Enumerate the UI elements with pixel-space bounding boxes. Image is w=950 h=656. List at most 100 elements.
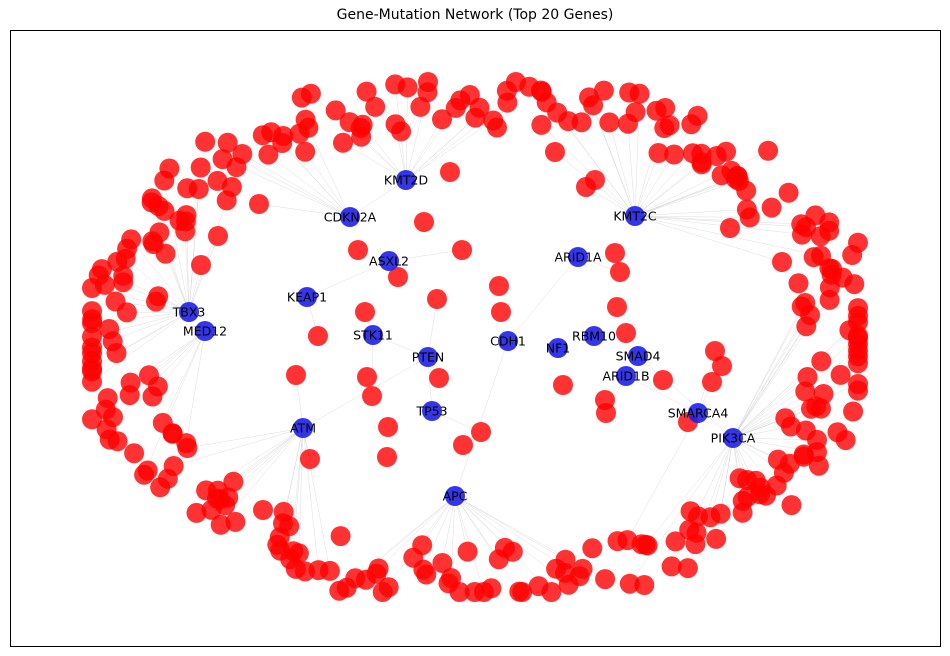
mutation-node [308, 326, 328, 346]
mutation-node [791, 214, 812, 235]
mutation-node [661, 556, 682, 577]
mutation-node [665, 531, 686, 552]
mutation-node [487, 117, 507, 138]
network-edge [634, 215, 750, 218]
mutation-node [339, 112, 360, 133]
mutation-node [819, 289, 840, 310]
mutation-node [403, 547, 424, 568]
mutation-node [843, 401, 864, 422]
mutation-node [269, 527, 290, 548]
gene-label-layer: KMT2D CDKN2A KMT2C ASXL2 ARID1A KEAP1 TBX3 MED1… [172, 173, 756, 504]
mutation-node [196, 480, 217, 501]
mutation-node [427, 289, 447, 309]
mutation-node [357, 367, 377, 387]
mutation-node [453, 435, 473, 455]
network-edge [637, 355, 734, 439]
gene-label-med12: MED12 [183, 324, 227, 339]
gene-node-keap1 [297, 287, 317, 307]
mutation-node [121, 229, 142, 250]
mutation-node [471, 422, 491, 442]
network-edge [405, 119, 443, 181]
mutation-node [732, 502, 753, 523]
chart-title: Gene-Mutation Network (Top 20 Genes) [336, 7, 614, 23]
mutation-node [162, 423, 183, 444]
gene-node-kmt2d [396, 170, 416, 190]
mutation-node [528, 576, 549, 597]
network-edge [634, 180, 740, 217]
network-edge [129, 330, 206, 396]
network-edge [634, 161, 702, 217]
gene-node-layer [179, 170, 743, 506]
network-edge [405, 81, 517, 181]
network-edge [289, 427, 304, 560]
mutation-node [593, 80, 614, 101]
network-edge [732, 350, 859, 439]
mutation-node [778, 182, 799, 203]
gene-node-tp53 [422, 401, 442, 421]
mutation-node [848, 380, 868, 401]
mutation-node [154, 200, 175, 221]
network-edge [645, 437, 734, 545]
mutation-node [325, 100, 346, 121]
gene-label-smad4: SMAD4 [616, 349, 661, 364]
gene-label-apc: APC [443, 489, 468, 504]
mutation-node [491, 302, 511, 322]
network-edge [627, 123, 636, 217]
mutation-node [546, 558, 567, 579]
mutation-node [365, 96, 386, 117]
mutation-node [720, 218, 740, 238]
network-edge [423, 495, 456, 570]
gene-label-kmt2d: KMT2D [384, 173, 428, 188]
mutation-node [217, 132, 238, 153]
mutation-node [512, 582, 533, 602]
network-edge [304, 151, 351, 218]
mutation-node [120, 372, 141, 393]
gene-label-nf1: NF1 [546, 341, 571, 356]
mutation-node [607, 531, 628, 552]
mutation-node [286, 365, 306, 385]
mutation-node [571, 112, 592, 133]
mutation-node [800, 305, 820, 325]
mutation-node [150, 477, 171, 498]
network-edge [634, 215, 807, 228]
network-edge [625, 375, 699, 414]
mutation-node [464, 582, 485, 602]
mutation-node [655, 98, 676, 118]
mutation-node [488, 549, 509, 570]
mutation-node [97, 388, 118, 409]
mutation-node [91, 259, 112, 280]
network-edge [541, 124, 636, 217]
gene-node-atm [293, 418, 313, 438]
mutation-node [355, 302, 375, 322]
network-edge [634, 152, 659, 217]
gene-label-kmt2c: KMT2C [613, 209, 657, 224]
mutation-node [195, 131, 216, 152]
mutation-node [712, 356, 732, 376]
mutation-node [629, 83, 650, 104]
gene-node-pik3ca [723, 428, 743, 448]
network-edge [507, 256, 579, 342]
gene-node-cdh1 [498, 331, 518, 351]
mutation-node [706, 146, 727, 166]
network-edge [143, 330, 206, 475]
mutation-node [280, 549, 301, 570]
gene-label-arid1a: ARID1A [554, 250, 602, 265]
mutation-node [300, 449, 320, 469]
network-edge [732, 337, 859, 439]
mutation-node [781, 495, 802, 516]
mutation-node [677, 558, 698, 579]
mutation-node [372, 582, 393, 602]
mutation-node [758, 140, 779, 161]
mutation-node [607, 297, 627, 317]
network-edge [732, 330, 850, 439]
mutation-node-layer [82, 72, 868, 602]
mutation-node [273, 501, 294, 522]
mutation-node [298, 117, 319, 138]
network-edge [125, 258, 190, 313]
mutation-node [124, 443, 145, 464]
gene-node-arid1a [568, 247, 588, 267]
gene-node-nf1 [548, 338, 568, 358]
mutation-node [378, 417, 398, 437]
mutation-node [429, 368, 449, 388]
mutation-node [687, 105, 708, 126]
